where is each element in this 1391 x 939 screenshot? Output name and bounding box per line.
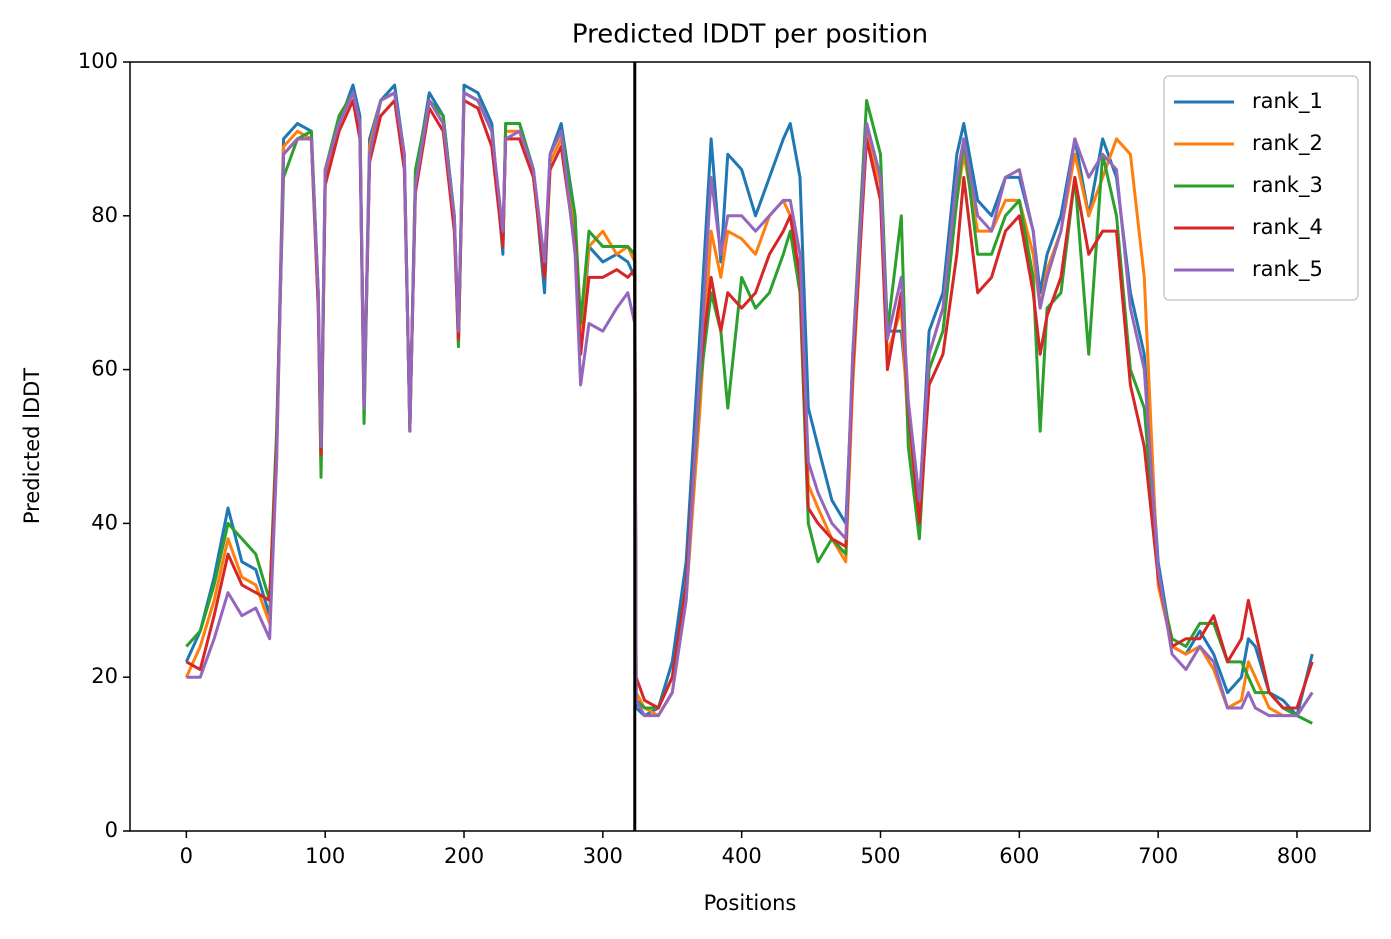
chart-title: Predicted lDDT per position xyxy=(572,20,928,50)
plot-frame xyxy=(129,61,1371,832)
legend-label: rank_5 xyxy=(1252,257,1323,282)
legend-box xyxy=(1163,75,1359,301)
series-line xyxy=(184,83,1314,718)
y-tick-label: 40 xyxy=(91,510,118,534)
series-line xyxy=(185,91,1313,725)
x-tick-label: 300 xyxy=(583,844,623,868)
legend-label: rank_3 xyxy=(1252,173,1323,198)
y-tick-label: 0 xyxy=(105,818,118,842)
x-tick-label: 400 xyxy=(722,844,762,868)
x-tick-label: 100 xyxy=(305,844,345,868)
y-tick-label: 60 xyxy=(91,357,118,381)
y-tick-label: 100 xyxy=(78,49,118,73)
y-axis-label: Predicted lDDT xyxy=(20,368,44,524)
series-line xyxy=(186,91,1314,718)
x-tick-label: 700 xyxy=(1138,844,1178,868)
x-axis-label: Positions xyxy=(704,891,797,915)
x-tick-label: 0 xyxy=(180,844,193,868)
y-tick-label: 20 xyxy=(91,664,118,688)
legend-label: rank_2 xyxy=(1252,131,1323,156)
legend-label: rank_1 xyxy=(1252,89,1323,114)
x-tick-label: 800 xyxy=(1277,844,1317,868)
x-tick-label: 500 xyxy=(860,844,900,868)
x-tick-label: 200 xyxy=(444,844,484,868)
legend-label: rank_4 xyxy=(1252,215,1323,240)
y-tick-label: 80 xyxy=(91,203,118,227)
x-tick-label: 600 xyxy=(999,844,1039,868)
